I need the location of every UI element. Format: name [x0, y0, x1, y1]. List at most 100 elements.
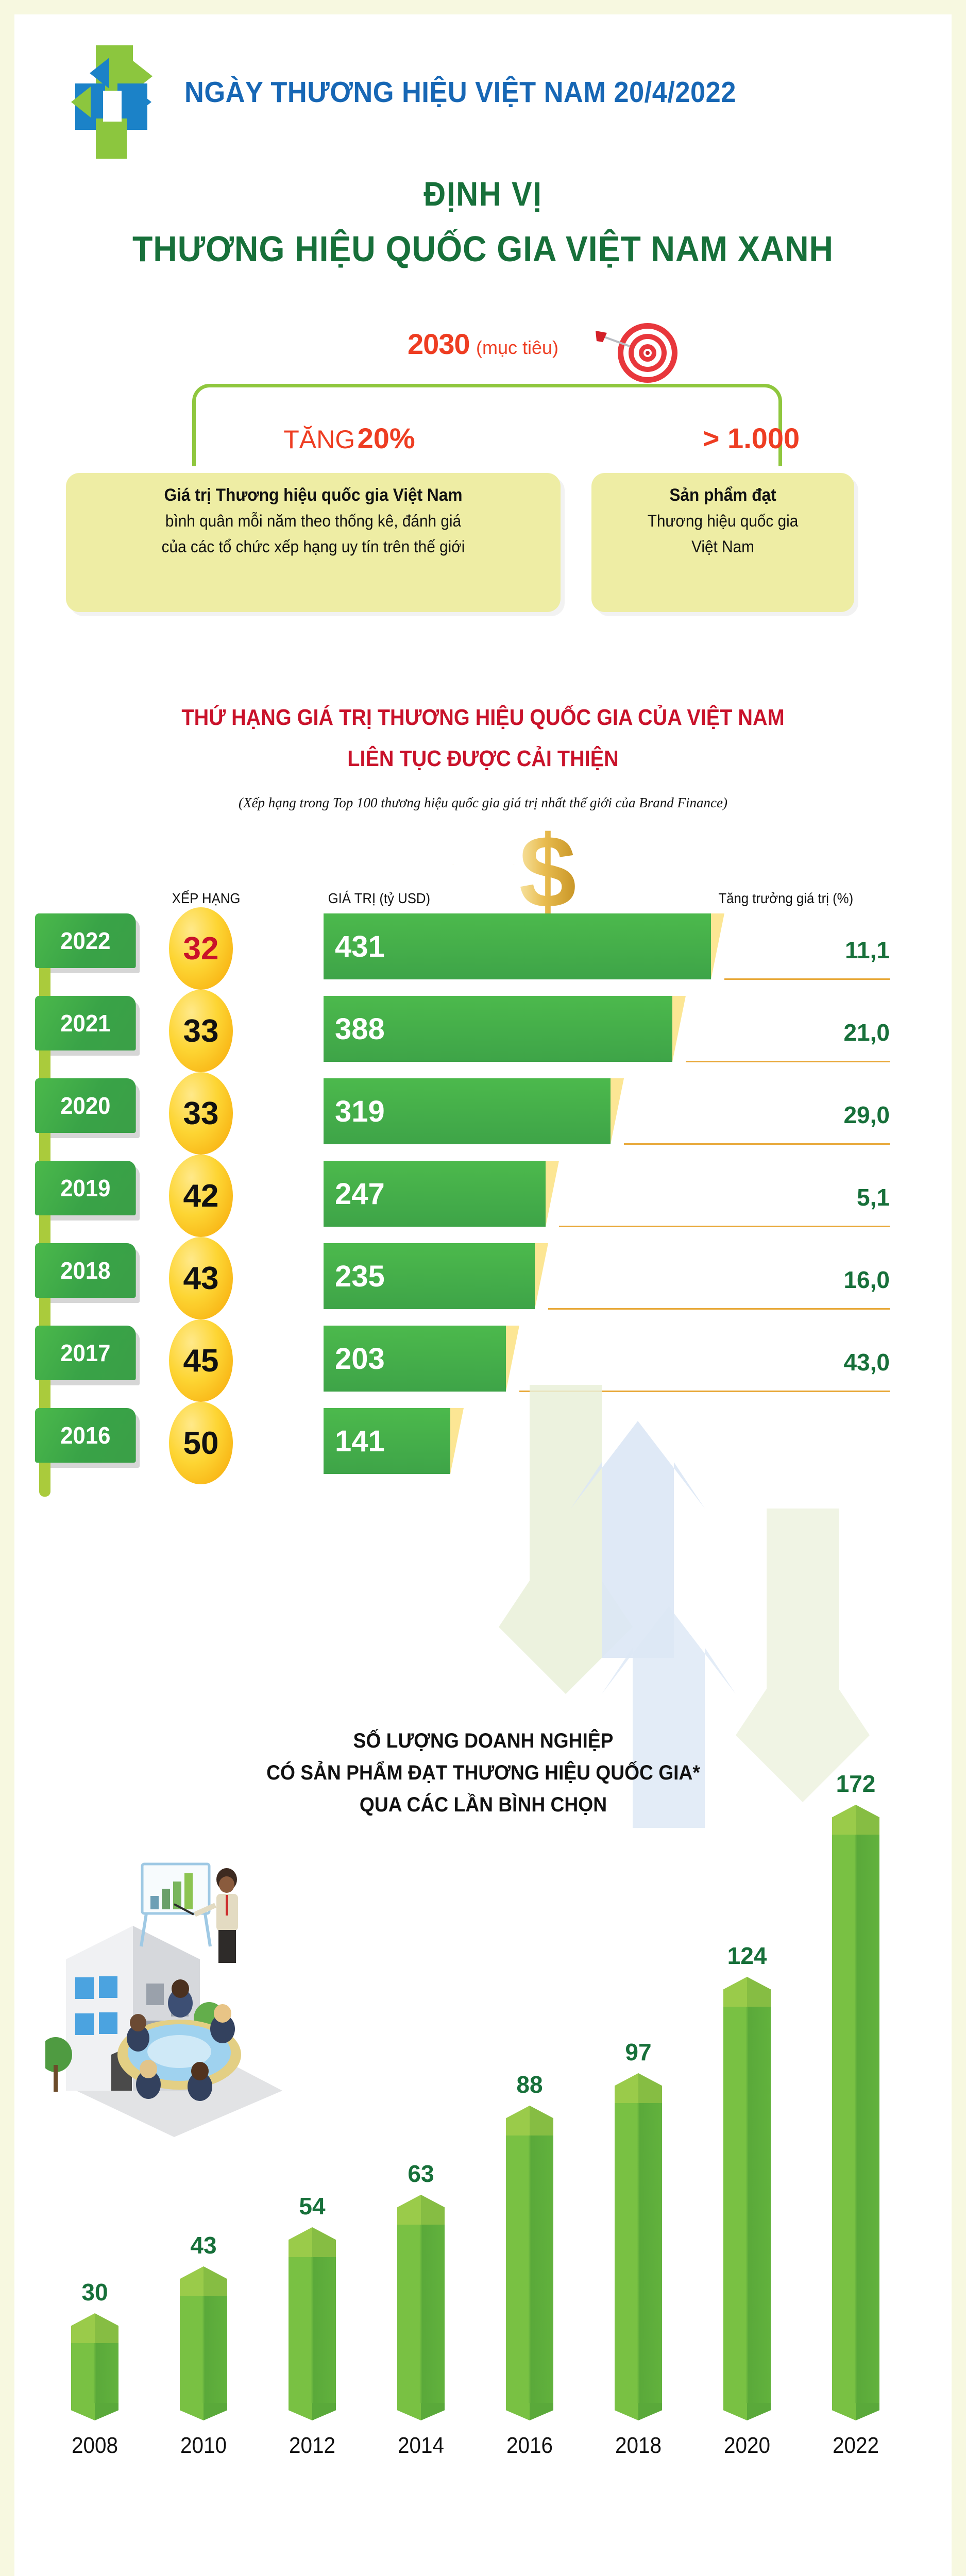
target-right-value: > 1.000: [702, 422, 800, 454]
row-year-chip: 2021: [35, 996, 136, 1050]
row-value-bar: 141: [324, 1408, 464, 1474]
bar-foot-shade: [638, 2403, 662, 2420]
bar-foot: [832, 2403, 879, 2420]
enterprise-bar: [506, 2106, 553, 2420]
row-year-tail-decoration: [39, 1215, 50, 1249]
vietnam-national-brand-logo-icon: [60, 41, 163, 160]
row-year-chip: 2019: [35, 1161, 136, 1215]
svg-text:$: $: [519, 821, 576, 924]
row-growth-value: 11,1: [845, 937, 890, 963]
enterprise-bar-value: 30: [81, 2279, 108, 2306]
column-header-rank: XẾP HẠNG: [172, 890, 241, 906]
target-left-word: TĂNG: [283, 425, 355, 454]
headline-line-2: THƯƠNG HIỆU QUỐC GIA VIỆT NAM XANH: [132, 229, 834, 269]
bar-body: [71, 2343, 118, 2403]
ranking-title-line-2: LIÊN TỤC ĐƯỢC CẢI THIỆN: [347, 746, 619, 771]
row-growth-value: 29,0: [843, 1101, 890, 1128]
column-header-growth: Tăng trưởng giá trị (%): [718, 890, 854, 906]
enterprise-title-line-3: QUA CÁC LẦN BÌNH CHỌN: [359, 1793, 607, 1816]
bar-foot-shade: [95, 2403, 118, 2420]
row-value-bar: 431: [324, 913, 724, 979]
ranking-subtitle: (Xếp hạng trong Top 100 thương hiệu quốc…: [239, 795, 727, 810]
row-growth-value: 21,0: [843, 1019, 890, 1046]
row-year-chip: 2022: [35, 913, 136, 968]
bar-foot: [71, 2403, 118, 2420]
enterprise-bar-year-label: 2020: [723, 2433, 771, 2458]
target-year-note: (mục tiêu): [476, 337, 559, 358]
enterprise-bar: [832, 1805, 879, 2420]
table-row: 2020 33 319 29,0: [14, 1072, 952, 1167]
row-year-tail-decoration: [39, 1133, 50, 1167]
bar-foot: [615, 2403, 662, 2420]
bar-body: [832, 1835, 879, 2403]
bar-foot-shade: [421, 2403, 445, 2420]
ranking-title-line-1: THỨ HẠNG GIÁ TRỊ THƯƠNG HIỆU QUỐC GIA CỦ…: [181, 705, 785, 730]
bar-foot: [180, 2403, 227, 2420]
row-value-bar: 319: [324, 1078, 624, 1144]
dart-icon: [596, 330, 632, 350]
table-row: 2018 43 235 16,0: [14, 1237, 952, 1332]
row-rank-badge: 50: [169, 1402, 233, 1484]
right-card-title: Sản phẩm đạt: [669, 485, 776, 505]
bar-foot: [289, 2403, 336, 2420]
bar-tip: [506, 2106, 553, 2136]
bar-foot-shade: [312, 2403, 336, 2420]
row-year-tail-decoration: [39, 1463, 50, 1497]
table-row: 2017 45 203 43,0: [14, 1319, 952, 1414]
row-year-chip: 2017: [35, 1326, 136, 1380]
enterprise-bar: [71, 2313, 118, 2420]
row-value-bar: 247: [324, 1161, 559, 1227]
right-card-line-2: Việt Nam: [691, 537, 754, 556]
enterprise-bar-year-label: 2016: [506, 2433, 553, 2458]
bar-body: [397, 2225, 445, 2403]
row-year-chip: 2016: [35, 1408, 136, 1463]
bar-foot: [397, 2403, 445, 2420]
row-value-bar: 203: [324, 1326, 519, 1392]
bar-tip: [615, 2073, 662, 2103]
bar-body: [506, 2136, 553, 2403]
row-leader-line: [624, 1143, 890, 1145]
bar-body: [723, 2007, 771, 2403]
enterprise-bar-value: 124: [727, 1942, 767, 1969]
row-value-bar: 235: [324, 1243, 548, 1309]
bar-tip: [289, 2227, 336, 2257]
enterprise-bar-value: 63: [408, 2160, 434, 2187]
target-left-card: Giá trị Thương hiệu quốc gia Việt Nam bì…: [66, 473, 561, 612]
target-year: 2030: [407, 328, 470, 360]
bar-tip: [397, 2195, 445, 2225]
enterprise-bar: [723, 1977, 771, 2420]
enterprise-bar-year-label: 2010: [180, 2433, 227, 2458]
row-leader-line: [686, 1061, 890, 1062]
row-rank-badge: 33: [169, 990, 233, 1072]
enterprise-title-line-2: CÓ SẢN PHẨM ĐẠT THƯƠNG HIỆU QUỐC GIA*: [266, 1761, 700, 1784]
bar-tip: [723, 1977, 771, 2007]
enterprise-bar-value: 172: [836, 1770, 876, 1797]
target-year-group: 2030 (mục tiêu): [14, 327, 952, 361]
row-rank-badge: 32: [169, 907, 233, 990]
enterprise-bar: [180, 2266, 227, 2420]
office-meeting-illustration: [39, 1849, 313, 2137]
bar-foot-shade: [856, 2403, 879, 2420]
column-header-value: GIÁ TRỊ (tỷ USD): [328, 890, 431, 906]
enterprise-chart-title: SỐ LƯỢNG DOANH NGHIỆP CÓ SẢN PHẨM ĐẠT TH…: [206, 1725, 761, 1821]
bar-tip-shade: [530, 2106, 553, 2136]
event-title: NGÀY THƯƠNG HIỆU VIỆT NAM 20/4/2022: [184, 76, 736, 109]
enterprise-bar-value: 88: [516, 2071, 543, 2098]
bar-foot-shade: [747, 2403, 771, 2420]
table-row: 2022 32 431 11,1: [14, 907, 952, 1002]
row-year-chip: 2020: [35, 1078, 136, 1133]
target-right-card: Sản phẩm đạt Thương hiệu quốc gia Việt N…: [591, 473, 854, 612]
row-year-tail-decoration: [39, 1298, 50, 1332]
enterprise-bar-value: 43: [190, 2232, 217, 2259]
row-rank-badge: 42: [169, 1155, 233, 1237]
target-left-value: TĂNG 20%: [205, 421, 494, 455]
target-left-number: 20%: [357, 422, 415, 454]
row-growth-value: 5,1: [857, 1184, 890, 1211]
bar-tip: [180, 2266, 227, 2296]
dollar-sign-icon: $: [517, 815, 579, 929]
bar-foot-shade: [204, 2403, 227, 2420]
bar-foot: [723, 2403, 771, 2420]
enterprise-title-line-1: SỐ LƯỢNG DOANH NGHIỆP: [353, 1730, 614, 1752]
headline-line-1: ĐỊNH VỊ: [423, 175, 543, 213]
